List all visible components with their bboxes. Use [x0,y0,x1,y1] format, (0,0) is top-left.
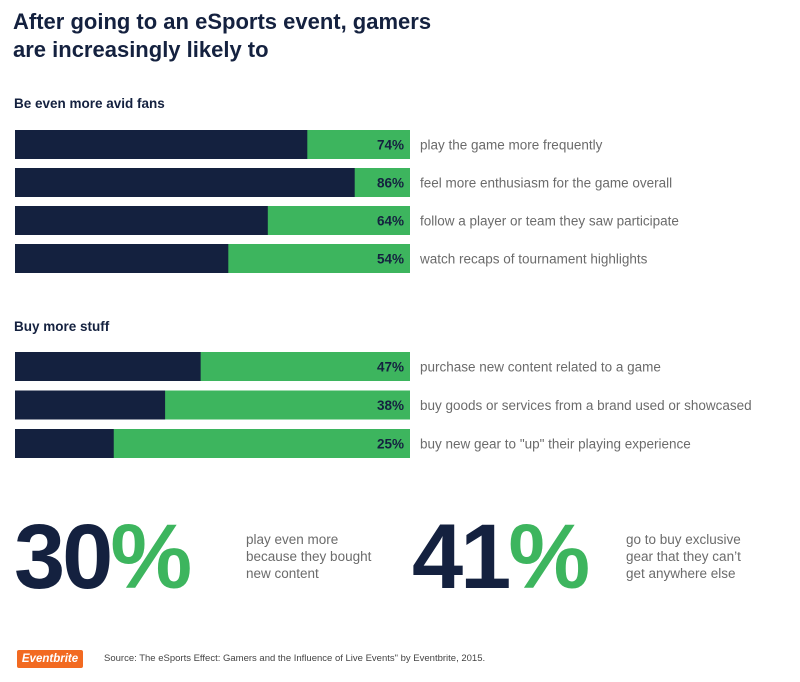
bar-value [15,206,268,235]
bar-value [15,352,201,381]
bar-category-label: buy goods or services from a brand used … [420,398,752,413]
bar-value-label: 86% [377,176,404,191]
big-stat-30: 30% [14,506,192,608]
big-stat-41: 41% [412,506,590,608]
bar-value [15,130,308,159]
big-stat-41-description: go to buy exclusive gear that they can’t… [626,531,776,582]
bar-value-label: 25% [377,437,404,452]
bar-value [15,390,166,420]
bar-value [15,168,355,197]
title-line-1: After going to an eSports event, gamers [13,9,432,34]
stat-desc-line: because they bought [246,549,372,564]
stat-desc-line: get anywhere else [626,566,736,581]
section-heading-avid-fans: Be even more avid fans [14,96,165,111]
big-stat-number: 41 [412,506,511,608]
big-stat-number: 30 [14,506,113,608]
big-stat-percent-sign: % [110,506,192,608]
stat-desc-line: play even more [246,532,339,547]
bar-category-label: watch recaps of tournament highlights [419,252,648,267]
bar-category-label: play the game more frequently [420,138,603,153]
bar-category-label: feel more enthusiasm for the game overal… [420,176,672,191]
bar-category-label: buy new gear to "up" their playing exper… [420,437,691,452]
bar-value [15,429,114,458]
bar-category-label: follow a player or team they saw partici… [420,214,679,229]
bar-category-label: purchase new content related to a game [420,360,661,375]
bar-value-label: 47% [377,360,404,375]
bar-value-label: 74% [377,138,404,153]
stat-desc-line: gear that they can’t [626,549,741,564]
stat-desc-line: go to buy exclusive [626,532,741,547]
stat-desc-line: new content [246,566,319,581]
eventbrite-logo: Eventbrite [17,650,83,668]
big-stat-percent-sign: % [508,506,590,608]
title-line-2: are increasingly likely to [13,37,269,62]
bar-value-label: 38% [377,398,404,413]
bar-value-label: 54% [377,252,404,267]
bar-value-label: 64% [377,214,404,229]
source-note: Source: The eSports Effect: Gamers and t… [104,653,486,664]
big-stat-30-description: play even more because they bought new c… [246,531,396,582]
page-title: After going to an eSports event, gamers … [13,8,573,64]
bar-value [15,244,229,273]
section-heading-buy-more: Buy more stuff [14,319,110,334]
